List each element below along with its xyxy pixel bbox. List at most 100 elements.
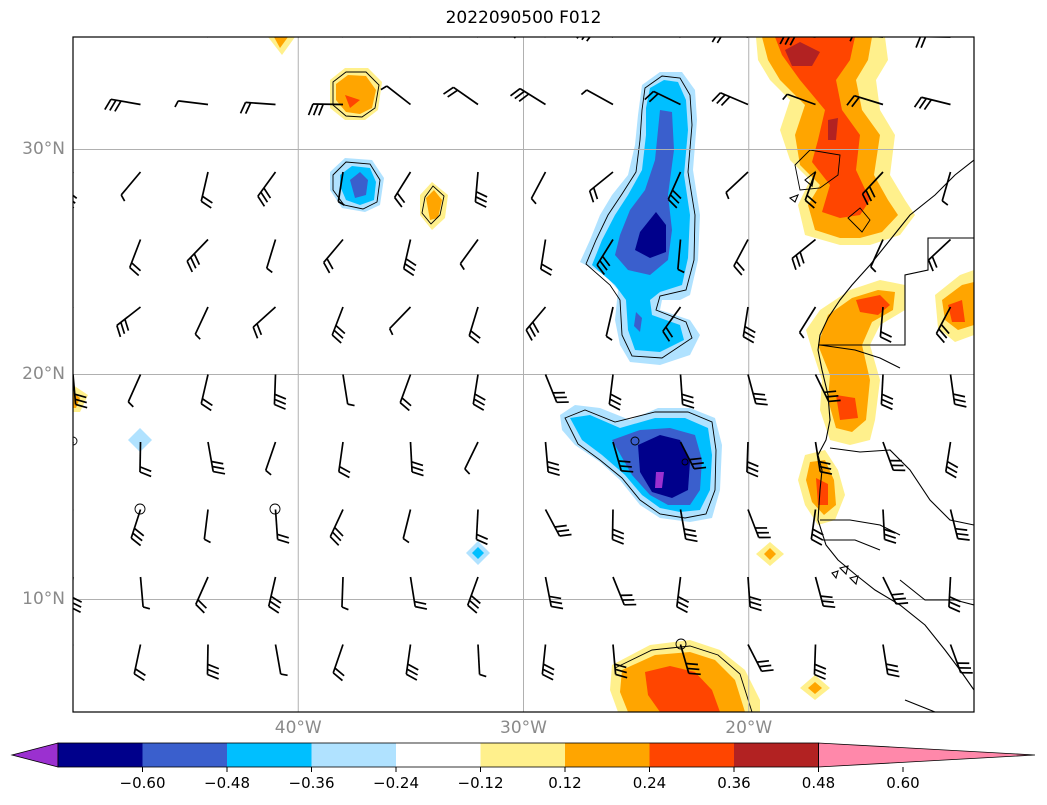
wind-barb (200, 171, 213, 209)
wind-barb (104, 98, 141, 112)
wind-barb (677, 239, 685, 274)
colorbar-swatch (565, 743, 650, 767)
wind-barb (588, 171, 614, 203)
colorbar-swatch (480, 743, 566, 767)
colorbar-frame (57, 742, 819, 768)
wind-barb (608, 374, 622, 411)
wind-barb (139, 37, 141, 38)
wind-barb (342, 374, 355, 407)
wind-barb (203, 509, 211, 544)
wind-barb (544, 374, 569, 404)
wind-barb (941, 171, 952, 206)
wind-barb (679, 509, 698, 543)
colorbar-swatch (649, 743, 735, 767)
wind-barb (810, 509, 824, 546)
colorbar-tick-label: −0.36 (288, 774, 335, 792)
wind-barb (472, 374, 486, 411)
wind-barb (747, 374, 768, 406)
wind-barb (935, 306, 952, 344)
wind-barb (409, 441, 424, 477)
wind-barb (611, 509, 625, 545)
wind-barb (676, 37, 681, 38)
wind-barb (879, 306, 893, 343)
negative-anomaly-northern-band (580, 72, 700, 365)
wind-barb (402, 509, 412, 544)
wind-barb (612, 644, 628, 679)
wind-barb (273, 37, 276, 38)
wind-barb (274, 644, 288, 677)
wind-barb (576, 37, 613, 42)
wind-barb (194, 306, 209, 340)
wind-barb (116, 306, 142, 338)
wind-barb (679, 644, 701, 676)
wind-barb (662, 306, 682, 342)
wind-barb (927, 238, 952, 272)
colorbar-tick-label: −0.48 (204, 774, 250, 792)
wind-barb (525, 306, 547, 341)
colorbar-swatch (227, 743, 312, 767)
wind-barb (331, 306, 346, 344)
wind-barb (882, 441, 906, 472)
wind-barb (742, 306, 756, 344)
wind-barb (679, 374, 695, 409)
wind-barb (849, 37, 883, 42)
wind-barb (207, 441, 226, 475)
wind-barb (539, 239, 553, 276)
coastline (788, 159, 974, 712)
colorbar-tick-label: −0.24 (373, 774, 419, 792)
colorbar-swatch (396, 743, 481, 767)
wind-barb (73, 239, 74, 241)
wind-barb (273, 374, 287, 410)
wind-barb (814, 576, 836, 609)
wind-barb (747, 576, 762, 612)
longitude-label: 40°W (274, 718, 322, 738)
wind-barb (239, 101, 276, 115)
wind-barb (676, 576, 690, 614)
wind-barb (747, 509, 771, 539)
wind-barb (274, 509, 290, 544)
wind-barb (468, 306, 481, 344)
wind-barb (399, 374, 412, 412)
contour-lines (73, 71, 871, 712)
wind-barb (846, 94, 884, 108)
wind-barbs (73, 37, 973, 682)
colorbar-swatch (58, 743, 143, 767)
wind-barb (791, 238, 817, 271)
wind-barb (644, 90, 681, 106)
wind-barb (195, 576, 209, 614)
wind-barb (725, 171, 749, 200)
wind-barb (475, 37, 478, 38)
wind-barb (949, 644, 973, 674)
wind-barb (466, 576, 481, 614)
wind-barb (596, 239, 614, 276)
wind-barb (612, 441, 634, 473)
wind-barb (73, 307, 74, 309)
wind-barb (322, 238, 344, 274)
positive-anomaly-cluster-northeast (756, 37, 915, 245)
wind-barb (73, 172, 78, 209)
wind-barb (73, 577, 83, 613)
wind-barb (337, 171, 345, 206)
wind-barb (73, 103, 74, 105)
wind-barb (265, 239, 277, 274)
longitude-label: 30°W (500, 718, 547, 738)
wind-barb (711, 37, 748, 44)
wind-barb (341, 37, 343, 38)
wind-barb (667, 171, 682, 209)
wind-barb (127, 374, 142, 408)
wind-barb (307, 103, 344, 116)
wind-barb (882, 576, 909, 605)
wind-barb (402, 239, 417, 277)
wind-barb (580, 89, 614, 106)
colorbar-swatch (734, 743, 819, 767)
wind-barb (798, 306, 817, 339)
wind-barb (388, 306, 412, 336)
colorbar-tick-label: 0.48 (801, 774, 836, 792)
wind-barb (544, 509, 572, 537)
wind-barb (813, 644, 827, 680)
wind-barb (459, 239, 479, 271)
wind-barb (332, 644, 345, 682)
wind-barb (861, 171, 884, 206)
wind-barb (746, 441, 759, 478)
